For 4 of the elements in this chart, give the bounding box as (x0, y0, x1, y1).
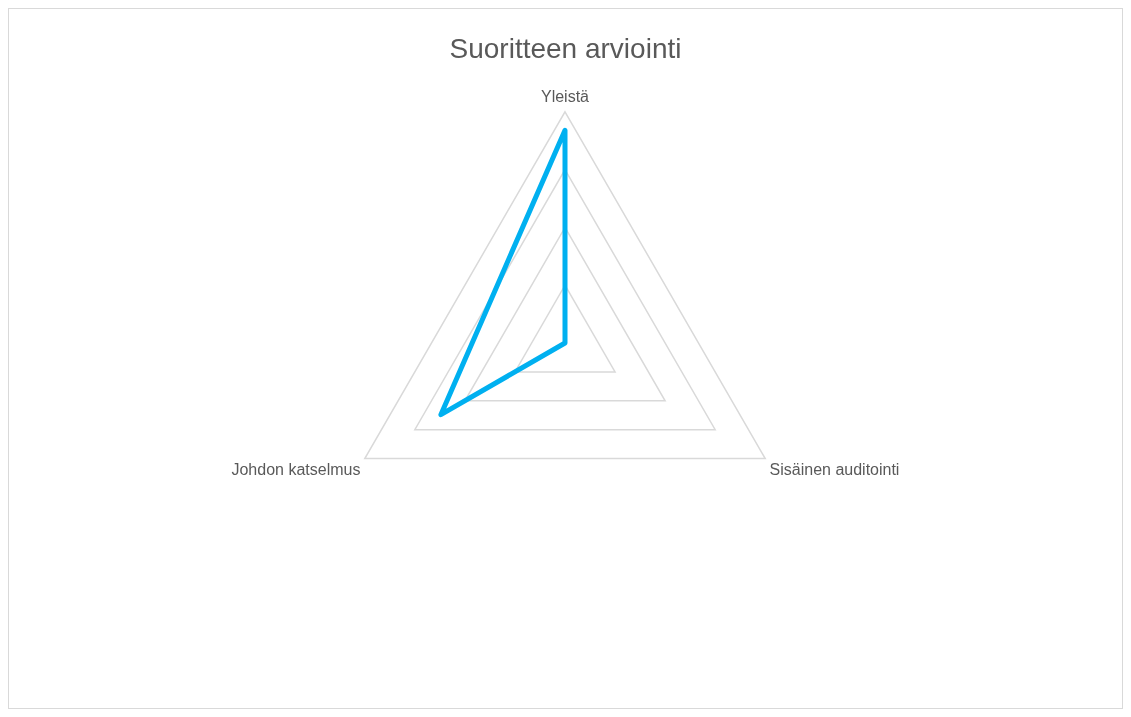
spoke-label: Johdon katselmus (231, 461, 361, 479)
spoke-label: Sisäinen auditointi (769, 461, 900, 479)
spoke-label: Yleistä (540, 87, 590, 105)
chart-title: Suoritteen arviointi (449, 32, 682, 64)
